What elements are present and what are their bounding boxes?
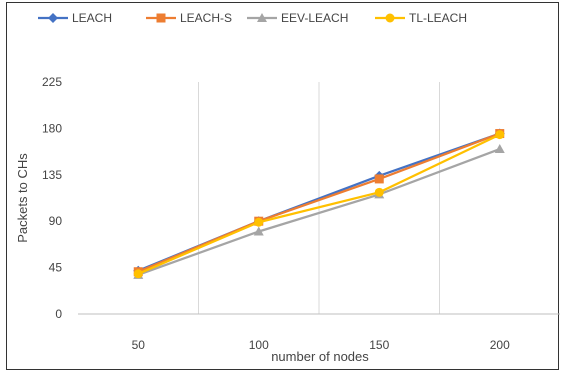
chart-frame: [6, 2, 559, 370]
legend: LEACH LEACH-S EEV-LEACH TL-LEACH: [38, 11, 467, 25]
legend-label-2: EEV-LEACH: [281, 11, 348, 25]
series-lines: [133, 128, 505, 279]
x-axis-title: number of nodes: [271, 349, 369, 364]
y-tick-labels: 0 45 90 135 180 225: [42, 75, 62, 321]
legend-label-3: TL-LEACH: [409, 11, 467, 25]
x-tick-label-3: 200: [490, 338, 510, 352]
data-point-2-1: [253, 226, 264, 236]
legend-label-0: LEACH: [72, 11, 112, 25]
x-tick-label-1: 100: [249, 338, 269, 352]
legend-marker-0: [48, 13, 58, 23]
data-point-3-3: [495, 130, 505, 140]
series-line-2: [137, 147, 501, 276]
legend-marker-1: [156, 13, 166, 23]
legend-item-0: LEACH: [38, 11, 112, 25]
legend-marker-3: [385, 13, 395, 23]
x-tick-label-0: 50: [132, 338, 146, 352]
y-tick-label-4: 180: [42, 121, 62, 135]
series-line-3: [137, 133, 501, 275]
y-tick-label-1: 45: [49, 261, 63, 275]
x-tick-labels: 50 100 150 200: [132, 338, 511, 352]
legend-marker-2: [257, 13, 267, 22]
y-tick-label-2: 90: [49, 214, 63, 228]
y-tick-label-0: 0: [55, 307, 62, 321]
data-point-2-3: [494, 144, 505, 154]
legend-item-3: TL-LEACH: [375, 11, 467, 25]
x-tick-label-2: 150: [369, 338, 389, 352]
legend-item-2: EEV-LEACH: [247, 11, 348, 25]
y-tick-label-5: 225: [42, 75, 62, 89]
data-point-1-2: [374, 174, 384, 184]
legend-label-1: LEACH-S: [180, 11, 232, 25]
y-axis-title: Packets to CHs: [15, 153, 30, 243]
data-point-3-1: [254, 217, 264, 227]
series-line-1: [137, 132, 501, 273]
data-point-3-0: [133, 269, 143, 279]
y-tick-label-3: 135: [42, 168, 62, 182]
legend-item-1: LEACH-S: [146, 11, 232, 25]
data-point-3-2: [374, 187, 384, 197]
series-tl-leach: [133, 130, 505, 279]
